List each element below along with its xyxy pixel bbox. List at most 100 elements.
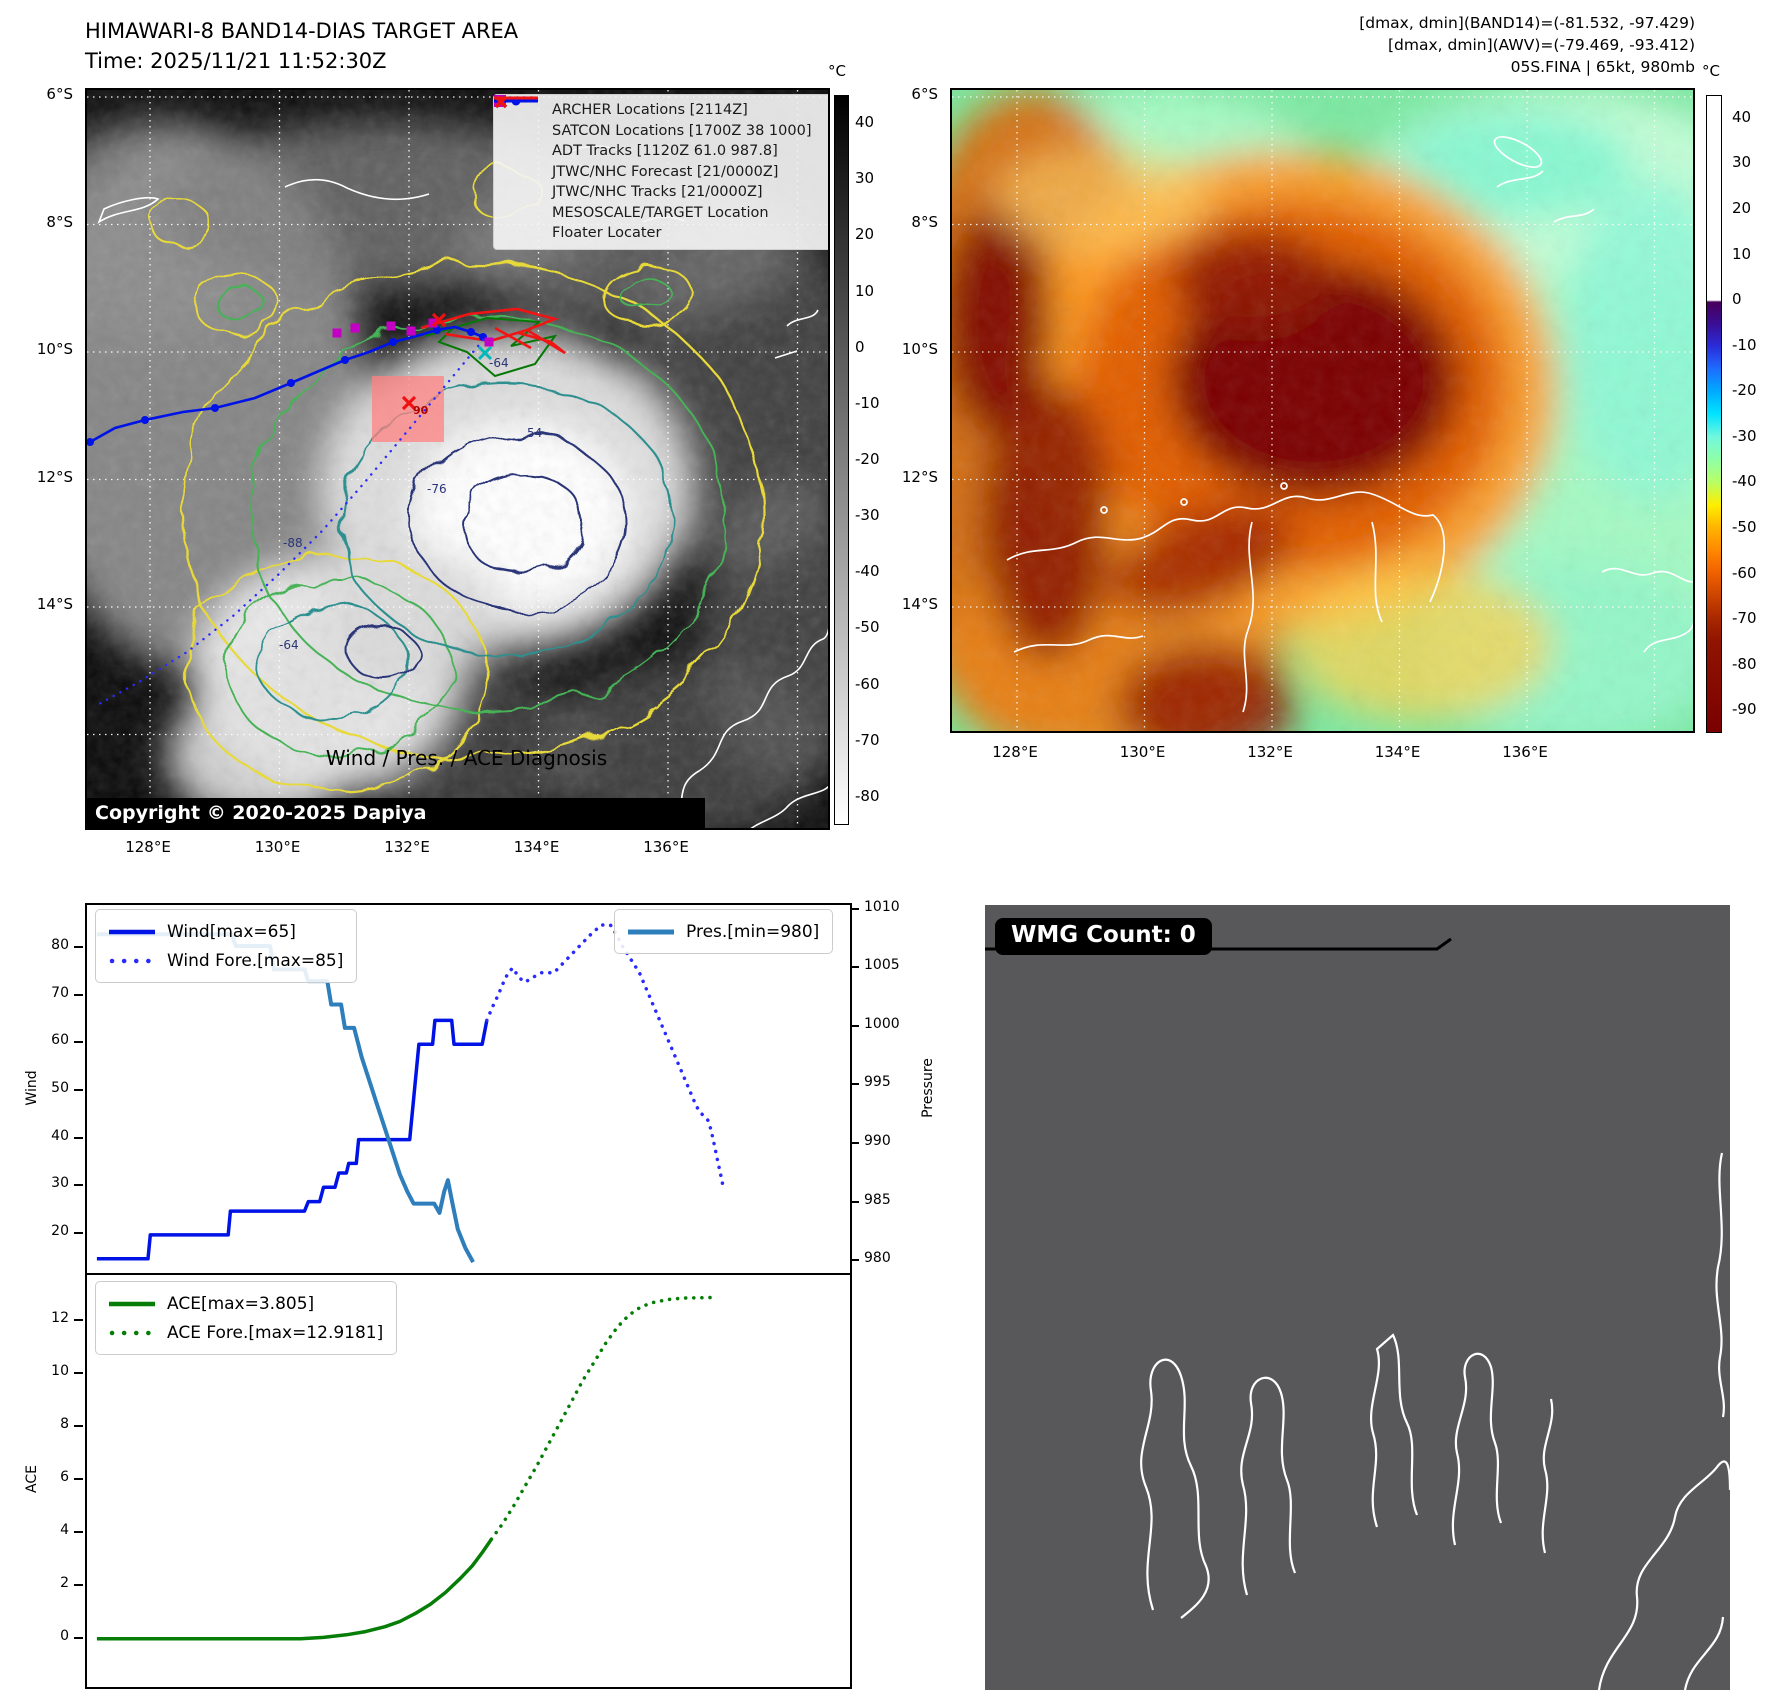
map-legend: ARCHER Locations [2114Z] SATCON Location…: [493, 94, 828, 250]
lat-tick-label: 14°S: [901, 595, 938, 613]
legend-item-satcon: SATCON Locations [1700Z 38 1000]: [494, 95, 828, 142]
axis-tick-mark: [74, 1041, 83, 1044]
axis-tick-label: 990: [864, 1133, 891, 1150]
legend-label: JTWC/NHC Forecast [21/0000Z]: [552, 163, 779, 180]
archer-markers: [332, 318, 494, 347]
satcon-marker: [477, 345, 493, 361]
axis-tick-label: 10: [51, 1362, 69, 1379]
axis-tick-label: 50: [51, 1079, 69, 1096]
axis-tick-mark: [74, 1371, 83, 1374]
axis-tick-label: -50: [1732, 517, 1757, 536]
lon-tick-label: 134°E: [513, 838, 560, 856]
diagnosis-title: Wind / Pres. / ACE Diagnosis: [325, 746, 608, 770]
storm-id-intensity: 05S.FINA | 65kt, 980mb: [1510, 58, 1695, 76]
lat-tick-label: 12°S: [901, 467, 938, 486]
band14-satellite-map[interactable]: ARCHER Locations [2114Z] SATCON Location…: [85, 88, 830, 830]
contour-label: 54: [527, 426, 543, 440]
ace-legend-label: ACE[max=3.805]: [167, 1293, 315, 1314]
axis-tick-label: -20: [855, 450, 880, 468]
legend-item-mesoscale: MESOSCALE/TARGET Location: [494, 95, 828, 224]
axis-tick-mark: [74, 945, 83, 948]
lat-tick-label: 10°S: [901, 340, 938, 358]
dmax-band14: [dmax, dmin](BAND14)=(-81.532, -97.429): [1359, 14, 1695, 32]
axis-tick-label: -40: [855, 562, 880, 581]
floater-track-line: [420, 307, 566, 355]
copyright-watermark: Copyright © 2020-2025 Dapiya: [87, 798, 705, 828]
lat-tick-label: 8°S: [911, 212, 938, 231]
axis-tick-label: -20: [1732, 381, 1757, 400]
axis-tick-mark: [850, 1200, 859, 1203]
lon-tick-label: 130°E: [1119, 743, 1166, 761]
axis-tick-label: -90: [1732, 700, 1757, 719]
ace-plot: [96, 1295, 715, 1641]
band14-timestamp: Time: 2025/11/21 11:52:30Z: [85, 49, 387, 73]
lat-tick-label: 6°S: [46, 85, 73, 103]
axis-tick-label: 60: [51, 1032, 69, 1049]
wmg-count-badge: WMG Count: 0: [995, 918, 1212, 955]
grayscale-colorbar: [834, 95, 849, 825]
axis-tick-label: -50: [855, 618, 880, 637]
axis-tick-label: 10: [1732, 244, 1752, 263]
axis-tick-label: 12: [51, 1309, 69, 1326]
wmg-map-art: [985, 937, 1730, 1690]
legend-label: Floater Locater: [552, 225, 662, 242]
latlon-grid: [952, 90, 1693, 731]
wmg-panel[interactable]: WMG Count: 0: [985, 905, 1730, 1690]
legend-label: SATCON Locations [1700Z 38 1000]: [552, 122, 812, 139]
lat-tick-label: 14°S: [36, 595, 73, 613]
contour-label: -64: [279, 638, 299, 652]
axis-tick-label: -70: [1732, 609, 1757, 628]
colorbar-unit: °C: [828, 62, 846, 80]
axis-tick-mark: [850, 1142, 859, 1145]
ace-fore-dotted-icon: [109, 1329, 167, 1337]
legend-item-track: JTWC/NHC Tracks [21/0000Z]: [494, 96, 828, 203]
axis-tick-label: 1005: [864, 957, 900, 974]
mesoscale-target-box: [372, 376, 444, 442]
wind-legend-item: Wind[max=65]: [109, 917, 343, 946]
axis-tick-label: 20: [855, 225, 875, 244]
axis-tick-label: -10: [855, 393, 880, 412]
awv-imagery: [952, 90, 1693, 731]
axis-tick-label: -30: [855, 506, 880, 525]
axis-tick-label: 30: [51, 1175, 69, 1192]
axis-tick-label: 30: [1732, 153, 1752, 172]
lon-tick-label: 134°E: [1374, 743, 1421, 761]
axis-tick-mark: [74, 1424, 83, 1427]
wind-fore-legend-item: Wind Fore.[max=85]: [109, 946, 343, 975]
axis-tick-label: -10: [1732, 335, 1757, 354]
adt-track-line: [424, 316, 558, 378]
pressure-axis-label: Pressure: [920, 1058, 936, 1118]
ace-line-icon: [109, 1300, 167, 1308]
axis-tick-mark: [74, 1136, 83, 1139]
axis-tick-mark: [74, 1184, 83, 1187]
axis-tick-label: 70: [51, 984, 69, 1001]
axis-tick-mark: [850, 907, 859, 910]
legend-item-floater: Floater Locater: [494, 96, 828, 244]
series-wind-fore-max-85-: [485, 923, 726, 1190]
target-temp-label: 90: [413, 404, 429, 417]
axis-tick-mark: [74, 1584, 83, 1587]
lon-tick-label: 132°E: [384, 838, 430, 856]
dmax-awv: [dmax, dmin](AWV)=(-79.469, -93.412): [1388, 36, 1695, 54]
axis-tick-mark: [74, 1088, 83, 1091]
wind-legend: Wind[max=65] Wind Fore.[max=85]: [95, 909, 358, 983]
legend-item-archer: ARCHER Locations [2114Z]: [494, 95, 828, 121]
axis-tick-mark: [74, 1478, 83, 1480]
axis-tick-mark: [850, 966, 859, 969]
axis-tick-label: -70: [855, 730, 880, 749]
contour-label: -64: [489, 356, 509, 370]
series-pres-min-980-: [96, 932, 475, 1264]
series-ace-fore-max-12-9181-: [489, 1295, 715, 1541]
pressure-line-icon: [628, 928, 686, 936]
lon-tick-label: 128°E: [992, 743, 1038, 761]
axis-tick-mark: [850, 1259, 859, 1262]
contour-label: -76: [427, 482, 447, 496]
lon-tick-label: 136°E: [643, 838, 689, 856]
legend-item-forecast: JTWC/NHC Forecast [21/0000Z]: [494, 96, 828, 183]
mesoscale-markers: [401, 312, 447, 411]
axis-tick-mark: [74, 993, 83, 996]
awv-satellite-map[interactable]: [950, 88, 1695, 733]
lat-tick-label: 10°S: [36, 340, 73, 358]
axis-tick-label: 20: [1732, 198, 1752, 217]
